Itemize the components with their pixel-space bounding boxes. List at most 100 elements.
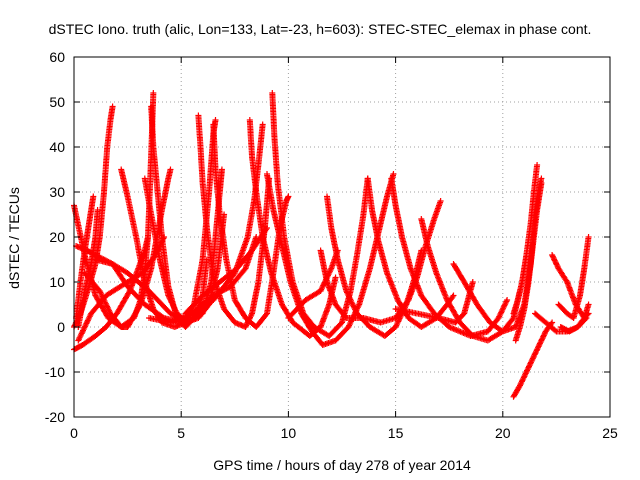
data-point <box>167 166 174 173</box>
data-point-run <box>270 207 285 248</box>
data-point-run <box>253 189 266 239</box>
data-point-run <box>517 307 527 330</box>
data-point-run <box>414 310 440 321</box>
data-point <box>585 301 592 308</box>
data-point-run <box>148 103 157 149</box>
y-tick-label: 60 <box>49 49 65 65</box>
data-point <box>259 121 266 128</box>
data-point-run <box>249 153 260 194</box>
series-pass-12 <box>141 166 225 326</box>
data-point-run <box>523 356 536 375</box>
data-point-run <box>255 123 266 168</box>
data-series <box>71 90 592 400</box>
data-point <box>585 234 592 240</box>
data-point-run <box>484 329 505 344</box>
data-point-run <box>73 280 84 321</box>
data-point-run <box>212 166 223 216</box>
data-point-run <box>555 265 570 284</box>
data-point <box>437 198 444 204</box>
data-point-run <box>150 144 161 194</box>
data-point-run <box>343 315 365 321</box>
data-point <box>109 103 116 110</box>
data-point <box>538 180 545 186</box>
data-point-run <box>514 280 525 303</box>
data-point-run <box>574 316 587 330</box>
data-point-run <box>369 207 382 243</box>
data-point-run <box>523 222 534 258</box>
data-point-run <box>343 288 360 316</box>
data-point-run <box>279 243 294 284</box>
data-point <box>469 279 476 285</box>
series-pass-26 <box>392 279 476 326</box>
data-point-run <box>536 329 548 348</box>
data-point-run <box>199 180 210 230</box>
data-point-run <box>227 266 248 290</box>
data-point-run <box>75 311 94 344</box>
data-point-run <box>113 289 132 317</box>
data-point-run <box>199 280 222 299</box>
data-point-run <box>366 324 387 339</box>
data-point-run <box>274 180 287 239</box>
data-point-run <box>221 306 237 325</box>
data-point-run <box>104 118 114 150</box>
data-point-run <box>581 235 592 272</box>
series-pass-04 <box>73 193 97 321</box>
data-point-run <box>118 166 131 198</box>
y-tick-label: 50 <box>49 94 65 110</box>
data-point-run <box>231 235 251 276</box>
data-point-run <box>309 328 325 347</box>
data-point-run <box>154 189 165 239</box>
data-point-run <box>444 297 463 325</box>
data-point-run <box>407 265 424 298</box>
series-pass-31 <box>510 319 556 400</box>
data-point-run <box>381 325 398 339</box>
data-point-run <box>375 238 390 275</box>
x-axis-label: GPS time / hours of day 278 of year 2014 <box>213 457 471 473</box>
y-tick-label: 20 <box>49 229 65 245</box>
data-point-run <box>495 298 510 321</box>
x-tick-label: 20 <box>495 425 511 441</box>
data-point-run <box>195 112 204 149</box>
data-point-run <box>268 270 285 306</box>
data-point-run <box>148 211 163 261</box>
data-point-run <box>167 311 194 326</box>
data-point-run <box>360 315 383 326</box>
data-point-run <box>298 310 315 334</box>
data-point-run <box>203 225 217 279</box>
data-point-run <box>529 343 542 362</box>
data-point-run <box>271 135 281 185</box>
y-tick-label: -10 <box>45 364 65 380</box>
data-point-run <box>141 175 154 216</box>
data-point-run <box>461 279 480 307</box>
data-point <box>332 274 339 281</box>
data-point <box>94 207 101 213</box>
data-point-run <box>486 319 505 334</box>
series-pass-23 <box>364 175 457 330</box>
data-point-run <box>246 117 255 158</box>
data-point <box>390 171 397 177</box>
data-point-run <box>124 193 139 239</box>
data-point-run <box>216 211 229 261</box>
series-pass-35 <box>557 301 592 335</box>
data-point-run <box>570 294 583 321</box>
data-point-run <box>289 319 312 338</box>
data-point-run <box>424 243 439 275</box>
data-point-run <box>418 292 437 316</box>
data-point-run <box>92 256 115 267</box>
data-point-run <box>188 298 216 321</box>
data-point-run <box>433 270 450 302</box>
data-point-run <box>96 288 113 316</box>
data-point-run <box>399 234 414 270</box>
chart-title: dSTEC Iono. truth (alic, Lon=133, Lat=-2… <box>49 21 592 37</box>
data-point-run <box>253 311 269 330</box>
data-point-run <box>431 199 444 222</box>
data-point-run <box>525 244 536 285</box>
data-point-run <box>156 256 171 297</box>
data-point-run <box>92 208 101 240</box>
series-pass-30 <box>512 180 545 344</box>
y-tick-label: 0 <box>57 319 65 335</box>
data-point-run <box>302 288 323 303</box>
data-point-run <box>231 297 248 320</box>
data-point-run <box>107 310 124 329</box>
